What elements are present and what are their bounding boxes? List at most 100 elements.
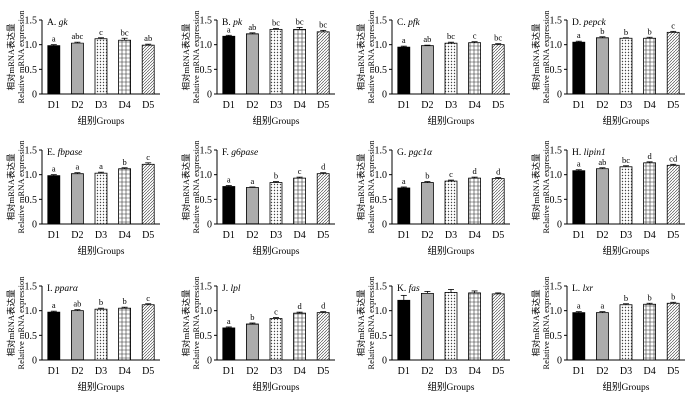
bar [596, 168, 609, 225]
panel-title: E. fbpase [47, 147, 82, 158]
chart-panel: 00.51.01.5 C. pfkaD1abD2bcD3cD4bcD5组别Grou… [356, 10, 510, 127]
y-tick-label: 1.5 [375, 146, 388, 157]
bar [666, 302, 680, 361]
x-tick-label: D3 [270, 230, 282, 241]
bar [468, 42, 482, 95]
y-axis-label-cn: 相对mRNA表达量 [181, 23, 191, 91]
bar [94, 308, 108, 361]
significance-label: ab [248, 22, 256, 32]
bar [572, 312, 586, 361]
x-tick-label: D1 [48, 100, 60, 111]
gene-name: fas [409, 283, 420, 294]
significance-label: b [99, 297, 103, 307]
x-axis-label: 组别Groups [78, 115, 125, 127]
y-axis-label-en: Relative mRNA expression [16, 10, 26, 104]
bar [118, 39, 131, 95]
y-axis-label-cn: 相对mRNA表达量 [531, 153, 541, 221]
y-axis-label-en: Relative mRNA expression [366, 276, 376, 370]
significance-label: b [671, 291, 675, 301]
x-tick-label: D2 [596, 230, 608, 241]
x-tick-label: D5 [317, 230, 329, 241]
y-tick-label: 1.0 [375, 170, 388, 181]
y-tick-label: 1.0 [375, 40, 388, 51]
x-axis-label: 组别Groups [603, 115, 650, 127]
chart-panel: 0 0.5 1.0 1.5 G. pgc1α a D1 b D2 c D3 d D4 d D5 组别Group… [356, 140, 510, 257]
x-tick-label: D5 [492, 230, 504, 241]
gene-name: pepck [583, 18, 607, 28]
y-tick-label: 0.5 [25, 195, 38, 206]
significance-label: b [624, 27, 628, 37]
x-tick-label: D4 [118, 366, 130, 377]
y-axis-label-cn: 相对mRNA表达量 [181, 289, 191, 357]
y-axis-label-cn: 相对mRNA表达量 [531, 289, 541, 357]
x-tick-label: D1 [573, 366, 585, 377]
x-tick-label: D5 [667, 230, 679, 241]
y-tick-label: 1.5 [550, 146, 563, 157]
bar [643, 162, 656, 225]
y-tick-label: 1.0 [550, 40, 563, 51]
y-tick-label: 1.0 [550, 170, 563, 181]
chart-panel: 00.51.01.5 A. gkaD1abcD2cD3bcD4abD5组别Grou… [6, 10, 160, 127]
y-axis-label-en: Relative mRNA expression [191, 10, 201, 104]
y-tick-label: 1.5 [200, 282, 213, 293]
gene-name: pgc1α [408, 148, 433, 158]
significance-label: a [227, 316, 231, 326]
y-tick-label: 0.5 [200, 65, 213, 76]
significance-label: c [146, 293, 150, 303]
y-tick-label: 0.5 [25, 65, 38, 76]
gene-name: g6pase [231, 148, 258, 158]
panel-letter: L. [572, 284, 583, 294]
x-tick-label: D5 [667, 366, 679, 377]
panel-letter: D. [572, 18, 584, 28]
x-tick-label: D3 [95, 230, 107, 241]
bar [316, 31, 330, 95]
x-tick-label: D3 [95, 366, 107, 377]
y-tick-label: 1.0 [25, 170, 38, 181]
panel-title: A. gk [47, 18, 68, 28]
bar [94, 38, 108, 95]
chart-panel: 00.51.01.5 E. fbpaseaD1aD2aD3bD4cD5组别Grou… [6, 140, 160, 257]
x-axis-label: 组别Groups [428, 381, 475, 393]
significance-label: abc [72, 31, 84, 41]
x-tick-label: D5 [492, 366, 504, 377]
panel-letter: F. [222, 148, 231, 158]
x-axis-label: 组别Groups [428, 115, 475, 127]
bar [619, 166, 633, 225]
gene-name: pk [232, 18, 243, 28]
x-tick-label: D1 [398, 366, 410, 377]
y-axis-label-cn: 相对mRNA表达量 [6, 289, 16, 357]
y-tick-label: 0 [32, 90, 37, 101]
significance-label: a [227, 24, 231, 34]
significance-label: bc [272, 17, 280, 27]
panel-title: B. pk [222, 18, 243, 28]
x-tick-label: D5 [317, 100, 329, 111]
significance-label: a [76, 162, 80, 172]
bar [293, 312, 307, 361]
significance-label: c [449, 169, 453, 179]
significance-label: c [99, 27, 103, 37]
bar [141, 163, 155, 225]
significance-label: a [52, 34, 56, 44]
y-axis-label-en: Relative mRNA expression [191, 276, 201, 370]
y-axis-label-cn: 相对mRNA表达量 [356, 153, 366, 221]
x-tick-label: D4 [293, 366, 305, 377]
bar [47, 45, 61, 95]
x-tick-label: D2 [596, 366, 608, 377]
x-tick-label: D3 [270, 100, 282, 111]
significance-label: b [425, 171, 429, 181]
y-tick-label: 1.5 [200, 146, 213, 157]
bar [293, 28, 307, 95]
x-tick-label: D2 [246, 230, 258, 241]
significance-label: a [99, 161, 103, 171]
significance-label: b [122, 157, 126, 167]
significance-label: bc [121, 27, 129, 37]
y-axis-label-cn: 相对mRNA表达量 [6, 153, 16, 221]
y-tick-label: 1.0 [200, 40, 213, 51]
bar [245, 323, 259, 361]
panel-title: H. lipin1 [572, 148, 606, 158]
x-tick-label: D3 [620, 366, 632, 377]
x-tick-label: D4 [118, 230, 130, 241]
x-tick-label: D4 [118, 100, 130, 111]
y-tick-label: 0 [207, 90, 212, 101]
bar [444, 180, 458, 225]
